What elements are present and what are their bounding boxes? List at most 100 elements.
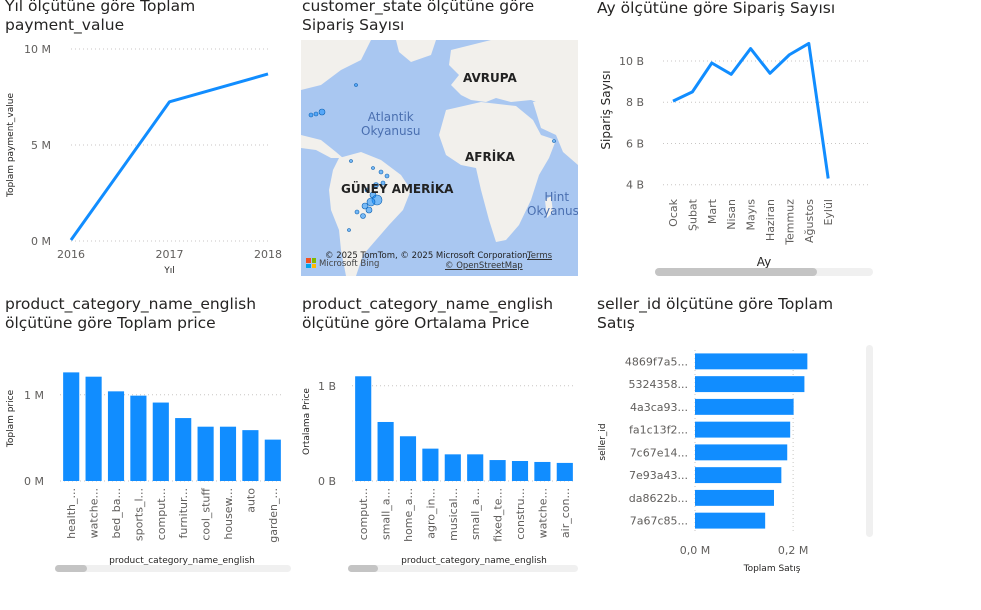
y-tick-label: 8 B — [626, 96, 644, 109]
bar — [242, 430, 259, 481]
y-tick-label: 0 M — [31, 235, 51, 248]
cat-total-price-title: product_category_name_english ölçütüne g… — [5, 295, 257, 332]
asia-land — [533, 100, 578, 165]
bar — [197, 426, 214, 481]
bar — [355, 376, 372, 481]
series-line — [69, 72, 269, 241]
map-label-south-america: GÜNEY AMERİKA — [341, 182, 454, 196]
map-bubble — [308, 112, 314, 118]
month-scrollbar-thumb[interactable] — [655, 268, 817, 276]
map-land — [301, 40, 578, 276]
bar — [695, 398, 794, 415]
x-tick-label: 2017 — [156, 248, 184, 261]
x-tick-label: health_... — [65, 488, 78, 539]
y-tick-label: 7a67c85... — [630, 515, 688, 528]
map-bubble — [371, 166, 375, 170]
map-osm-link[interactable]: © OpenStreetMap — [445, 261, 523, 271]
map-bubble — [380, 180, 386, 186]
year-payment-visual[interactable]: Yıl ölçütüne göre Toplam payment_value 0… — [0, 0, 290, 290]
europe-land — [449, 40, 578, 108]
x-tick-label: Mayıs — [745, 199, 758, 231]
map-terms-link[interactable]: Terms — [527, 251, 553, 261]
map-label-africa: AFRİKA — [465, 150, 515, 164]
cat-avg-scrollbar-track[interactable] — [348, 565, 578, 572]
x-axis-label: product_category_name_english — [109, 556, 255, 566]
map-bubble — [552, 139, 556, 143]
x-tick-label: cool_stuff — [200, 488, 213, 541]
bar — [556, 462, 573, 481]
cat-total-scrollbar-thumb[interactable] — [55, 565, 87, 572]
y-tick-label: 5 M — [31, 139, 51, 152]
state-map-visual[interactable]: customer_state ölçütüne göre Sipariş Say… — [300, 0, 580, 280]
x-tick-label: sports_l... — [132, 488, 145, 541]
cat-total-scrollbar-track[interactable] — [55, 565, 291, 572]
bar — [399, 436, 417, 481]
bar — [175, 418, 192, 481]
y-axis-label: Ortalama Price — [302, 388, 312, 455]
month-orders-chart[interactable]: 4 B 6 B 8 B 10 B Ocak Şubat Mart Nisan Mayıs Hazi… — [590, 0, 890, 285]
bar — [444, 454, 461, 481]
bar — [695, 444, 788, 461]
x-tick-label: Şubat — [686, 198, 699, 231]
bar — [511, 461, 529, 481]
x-tick-label: Ocak — [667, 198, 680, 226]
y-axis-label: Sipariş Sayısı — [599, 70, 613, 149]
y-tick-label: 10 B — [619, 55, 644, 68]
x-tick-label: home_a... — [402, 488, 415, 542]
month-orders-visual[interactable]: Ay ölçütüne göre Sipariş Sayısı 4 B 6 B 8 … — [590, 0, 890, 285]
x-tick-label: auto — [244, 488, 257, 513]
x-tick-label: small_a... — [469, 488, 482, 540]
month-orders-title: Ay ölçütüne göre Sipariş Sayısı — [597, 0, 836, 17]
map-bubble — [365, 206, 373, 214]
x-tick-label: 0,0 M — [680, 544, 710, 557]
map-label-indian: Hint Okyanusu — [527, 190, 578, 218]
seller-scrollbar-track[interactable] — [866, 345, 873, 537]
y-tick-label: 4 B — [626, 179, 644, 192]
africa-land — [439, 102, 556, 242]
x-tick-label: Mart — [706, 198, 719, 224]
map-canvas[interactable]: AVRUPA Atlantik Okyanusu AFRİKA GÜNEY AM… — [301, 40, 578, 276]
seller-sales-visual[interactable]: seller_id ölçütüne göre Toplam Satış 0,0… — [590, 292, 890, 582]
map-bubble — [318, 108, 326, 116]
y-axis-label: Toplam price — [6, 389, 16, 448]
x-tick-label: Ağustos — [803, 199, 816, 243]
central-america-land — [301, 135, 343, 158]
bar — [695, 489, 774, 506]
map-bubble — [354, 209, 360, 215]
x-tick-label: Nisan — [725, 199, 738, 230]
map-bubble — [364, 187, 370, 193]
map-bubble — [349, 159, 353, 163]
y-axis-label: seller_id — [598, 423, 608, 460]
greenland-land — [396, 40, 436, 62]
x-tick-label: 0,2 M — [778, 544, 808, 557]
x-tick-label: air_con... — [559, 488, 572, 538]
x-tick-label: musical... — [447, 488, 460, 541]
x-tick-label: fixed_te... — [492, 488, 505, 542]
seller-sales-chart[interactable]: 0,0 M 0,2 M 4869f7a5... 5324358... 4a3ca93..… — [590, 292, 890, 582]
map-bubbles[interactable] — [301, 40, 578, 276]
cat-total-price-chart[interactable]: 0 M 1 M health_... watche... bed_ba... sports… — [0, 292, 295, 582]
cat-avg-price-visual[interactable]: product_category_name_english ölçütüne g… — [296, 292, 586, 582]
map-bubble — [347, 228, 351, 232]
x-tick-label: garden_... — [267, 488, 280, 543]
y-tick-label: fa1c13f2... — [629, 424, 688, 437]
cat-total-price-visual[interactable]: product_category_name_english ölçütüne g… — [0, 292, 295, 582]
x-tick-label: 2018 — [254, 248, 282, 261]
cat-avg-price-chart[interactable]: 0 B 1 B comput... small_a... home_a... agro_i… — [296, 292, 586, 582]
cat-avg-scrollbar-thumb[interactable] — [348, 565, 378, 572]
bar — [107, 391, 125, 481]
bing-logo — [306, 258, 316, 268]
year-payment-title: Yıl ölçütüne göre Toplam payment_value — [5, 0, 196, 34]
y-tick-label: da8622b... — [629, 492, 688, 505]
x-tick-label: 2016 — [57, 248, 85, 261]
x-tick-label: watche... — [88, 488, 101, 538]
year-payment-chart[interactable]: 0 M 5 M 10 M 2016 2017 2018 Yıl Toplam payment_… — [0, 0, 290, 290]
map-bubble — [384, 173, 390, 179]
map-bubble — [313, 111, 319, 117]
bar — [695, 421, 791, 438]
seller-sales-title: seller_id ölçütüne göre Toplam Satış — [597, 295, 834, 332]
bar — [534, 461, 551, 481]
north-america-land — [301, 40, 371, 90]
bing-label: Microsoft Bing — [319, 259, 380, 269]
x-tick-label: comput... — [357, 488, 370, 540]
